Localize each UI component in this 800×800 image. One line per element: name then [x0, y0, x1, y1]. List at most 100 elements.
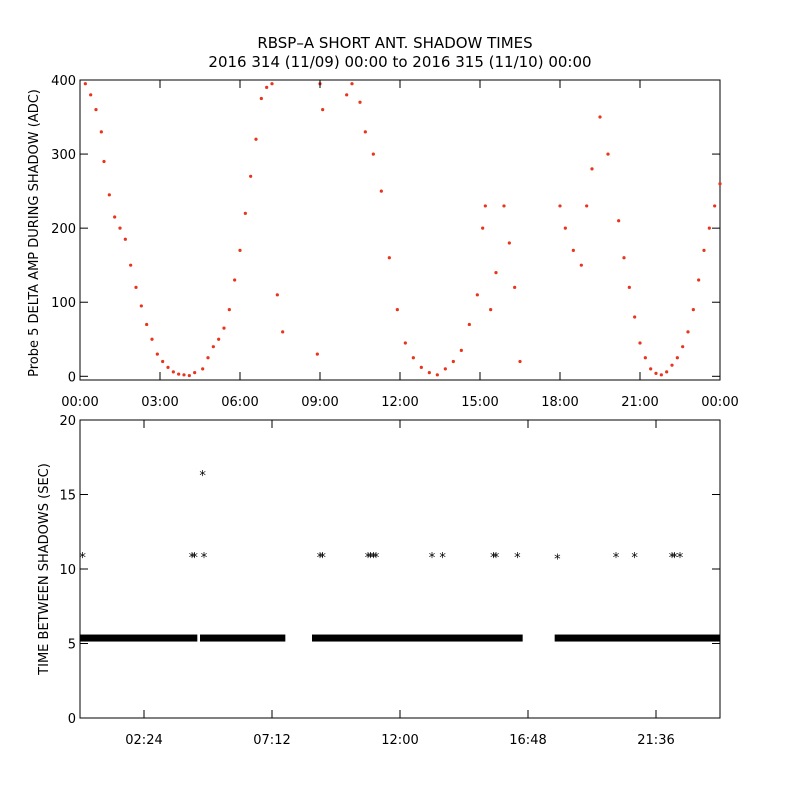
top-panel: 0 100 200 300 400 00:00 03:00 06:00 09:00 12:00 1… — [27, 74, 739, 410]
bottom-ytick-label: 10 — [59, 563, 76, 578]
data-point — [187, 373, 191, 378]
data-point — [321, 108, 325, 112]
data-point — [243, 211, 247, 215]
baseline-segment — [312, 634, 523, 642]
bottom-panel: * **** ** **** * * ** * * * * *** 0 5 10 15 20 02:24 07:… — [37, 414, 721, 748]
bottom-data-points: * **** ** **** * * ** * * * * *** — [79, 469, 683, 567]
baseline-segment — [80, 634, 198, 642]
data-point — [435, 373, 439, 377]
data-point — [494, 270, 498, 275]
data-point — [489, 308, 493, 312]
data-point: * — [631, 551, 638, 566]
bottom-baseline-points — [80, 634, 720, 642]
data-point: * — [201, 551, 208, 566]
bottom-ytick-label: 0 — [68, 712, 76, 727]
data-point — [201, 367, 205, 371]
top-x-axis: 00:00 03:00 06:00 09:00 12:00 15:00 18:00 21:00… — [61, 80, 739, 410]
top-data-points — [83, 82, 722, 378]
top-xtick-label: 03:00 — [141, 395, 178, 410]
data-point — [94, 108, 98, 112]
bottom-xtick-label: 21:36 — [637, 733, 674, 748]
data-point — [627, 285, 631, 290]
data-point — [411, 356, 415, 360]
top-xtick-label: 00:00 — [701, 395, 738, 410]
data-point: * — [189, 551, 196, 566]
data-point — [675, 356, 679, 360]
data-point — [315, 352, 319, 356]
bottom-ytick-label: 5 — [68, 638, 76, 653]
data-point — [571, 248, 575, 252]
data-point — [161, 359, 165, 364]
data-point: * — [365, 551, 372, 566]
bottom-ytick-label: 20 — [59, 414, 76, 429]
data-point — [379, 189, 383, 193]
bottom-y-axis: 0 5 10 15 20 — [59, 414, 720, 727]
data-point — [281, 330, 285, 334]
data-point — [617, 219, 621, 223]
data-point — [395, 308, 399, 312]
bottom-y-axis-label: TIME BETWEEN SHADOWS (SEC) — [37, 463, 52, 676]
data-point — [686, 330, 690, 334]
top-xtick-label: 09:00 — [301, 395, 338, 410]
top-ytick-label: 100 — [51, 296, 76, 311]
data-point — [83, 82, 87, 86]
data-point — [558, 204, 562, 208]
data-point — [606, 152, 610, 156]
bottom-xtick-label: 02:24 — [125, 733, 162, 748]
data-point — [459, 348, 463, 352]
top-xtick-label: 18:00 — [541, 395, 578, 410]
data-point — [193, 370, 197, 375]
data-point: * — [677, 551, 684, 566]
data-point: * — [514, 551, 521, 566]
data-point — [513, 285, 517, 290]
data-point — [670, 363, 674, 367]
data-point — [155, 352, 159, 356]
data-point — [99, 130, 103, 134]
data-point: * — [439, 551, 446, 566]
top-y-axis-label: Probe 5 DELTA AMP DURING SHADOW (ADC) — [27, 89, 42, 377]
data-point — [118, 226, 122, 230]
data-point — [681, 345, 685, 349]
data-point — [206, 356, 210, 360]
baseline-segment — [554, 634, 720, 642]
data-point — [171, 370, 175, 374]
data-point — [643, 356, 647, 360]
data-point — [590, 167, 594, 171]
data-point — [702, 248, 706, 252]
data-point — [579, 263, 583, 267]
top-y-axis: 0 100 200 300 400 — [51, 74, 720, 385]
data-point — [89, 93, 93, 97]
data-point — [371, 152, 375, 156]
data-point — [345, 93, 349, 97]
top-xtick-label: 12:00 — [381, 395, 418, 410]
data-point — [419, 365, 423, 370]
data-point — [467, 322, 471, 327]
top-xtick-label: 15:00 — [461, 395, 498, 410]
data-point — [481, 226, 485, 230]
data-point — [563, 226, 567, 230]
data-point — [585, 204, 589, 208]
data-point — [350, 82, 354, 86]
data-point — [177, 372, 181, 376]
data-point: * — [490, 551, 497, 566]
bottom-xtick-label: 12:00 — [381, 733, 418, 748]
data-point — [622, 256, 626, 260]
data-point — [150, 337, 154, 341]
bottom-ytick-label: 15 — [59, 489, 76, 504]
data-point — [238, 248, 242, 252]
data-point — [718, 182, 722, 186]
data-point — [659, 373, 663, 377]
data-point — [387, 256, 391, 260]
data-point: * — [554, 553, 561, 568]
data-point — [518, 359, 522, 364]
data-point — [129, 263, 133, 267]
data-point — [713, 204, 717, 208]
data-point — [443, 367, 447, 371]
data-point — [654, 371, 658, 375]
data-point — [598, 115, 602, 119]
data-point — [182, 373, 186, 377]
data-point: * — [370, 551, 377, 566]
top-ytick-label: 400 — [51, 74, 76, 89]
data-point: * — [373, 551, 380, 566]
